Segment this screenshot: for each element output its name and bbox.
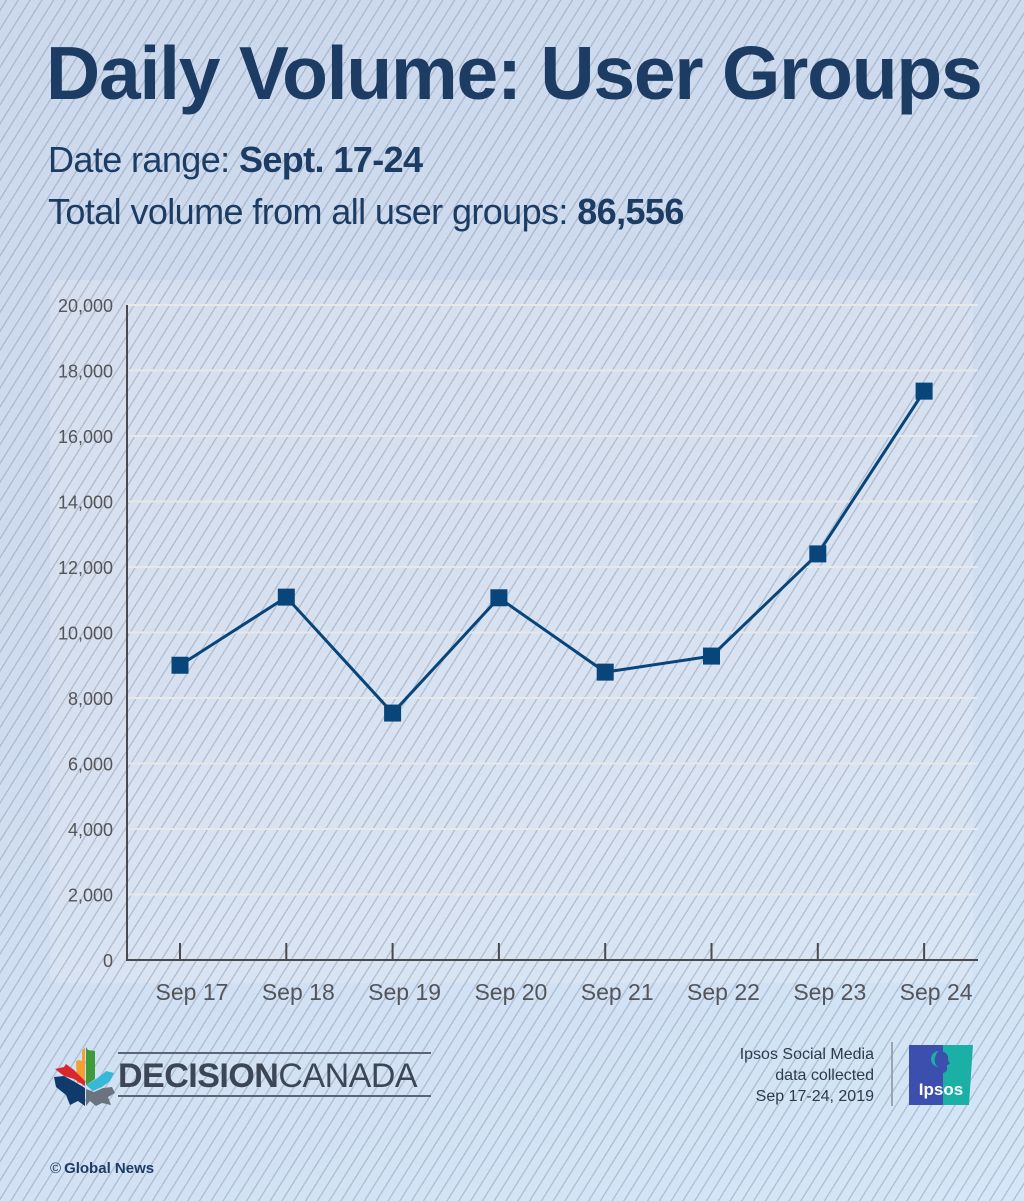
total-volume: Total volume from all user groups: 86,55…	[48, 191, 684, 233]
y-tick-label: 8,000	[68, 689, 113, 709]
y-tick-label: 6,000	[68, 755, 113, 775]
data-point-marker	[915, 382, 933, 400]
x-tick-label: Sep 17	[156, 979, 229, 1005]
source-line-1: Ipsos Social Media	[739, 1046, 874, 1063]
data-point-marker	[596, 663, 614, 681]
date-range: Date range: Sept. 17-24	[48, 139, 423, 181]
date-range-label: Date range:	[48, 139, 239, 180]
source-line-3: Sep 17-24, 2019	[755, 1088, 874, 1105]
x-tick-label: Sep 24	[900, 979, 973, 1005]
line-chart: 0 2,000 4,000 6,000 8,000 10,000 12,000 14,000 1…	[58, 296, 978, 1005]
x-tick-label: Sep 21	[581, 979, 654, 1005]
maple-leaf-icon	[54, 1047, 115, 1106]
data-point-marker	[171, 656, 189, 674]
y-tick-label: 18,000	[58, 362, 113, 382]
x-tick-label: Sep 23	[793, 979, 866, 1005]
brand-light: CANADA	[278, 1057, 418, 1095]
x-tick-label: Sep 19	[368, 979, 441, 1005]
x-tick-label: Sep 18	[262, 979, 335, 1005]
brand-bold: DECISION	[118, 1057, 279, 1095]
total-volume-value: 86,556	[577, 191, 684, 232]
x-tick-label: Sep 20	[474, 979, 547, 1005]
ipsos-logo: Ipsos	[909, 1045, 973, 1105]
y-tick-label: 12,000	[58, 558, 113, 578]
credit-text: Global News	[64, 1160, 155, 1177]
date-range-value: Sept. 17-24	[238, 139, 423, 180]
ipsos-wordmark: Ipsos	[919, 1080, 963, 1099]
data-point-marker	[809, 545, 827, 563]
page-title: Daily Volume: User Groups	[46, 31, 983, 115]
y-tick-label: 16,000	[58, 427, 113, 447]
decision-canada-logo: DECISIONCANADA	[50, 1040, 440, 1110]
x-tick-label: Sep 22	[687, 979, 760, 1005]
logo-bottom-rule	[118, 1095, 431, 1097]
source-line-2: data collected	[775, 1067, 874, 1084]
footer-divider	[891, 1042, 893, 1106]
data-point-marker	[490, 589, 508, 607]
y-tick-label: 14,000	[58, 493, 113, 513]
y-tick-label: 2,000	[68, 886, 113, 906]
data-point-marker	[277, 588, 295, 606]
y-tick-label: 0	[103, 951, 113, 971]
logo-top-rule	[118, 1052, 431, 1054]
total-volume-label: Total volume from all user groups:	[48, 191, 578, 232]
series-line	[179, 390, 926, 715]
source-note: Ipsos Social Media data collected Sep 17…	[740, 1044, 874, 1107]
data-point-marker	[384, 704, 402, 722]
y-tick-label: 4,000	[68, 820, 113, 840]
decision-canada-wordmark: DECISIONCANADA	[118, 1057, 418, 1096]
copyright-icon: ©	[50, 1160, 62, 1177]
data-point-marker	[703, 647, 720, 665]
credit: © Global News	[50, 1160, 154, 1177]
ipsos-logo-icon: Ipsos	[909, 1045, 973, 1105]
y-tick-label: 10,000	[58, 624, 113, 644]
y-tick-label: 20,000	[58, 296, 113, 316]
